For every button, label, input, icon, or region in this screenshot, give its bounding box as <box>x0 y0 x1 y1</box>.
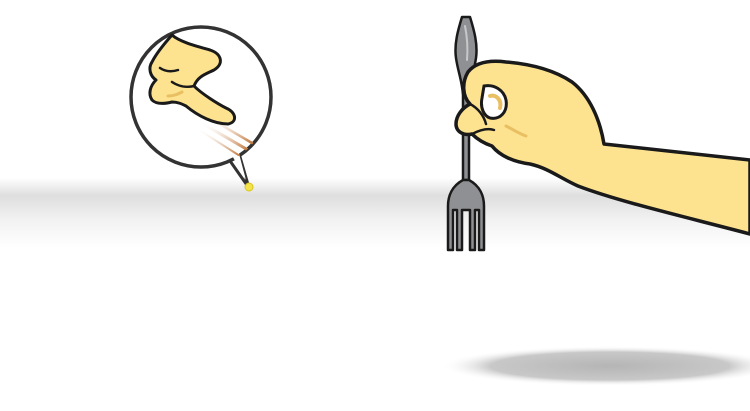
pointing-hand-icon <box>148 33 254 157</box>
